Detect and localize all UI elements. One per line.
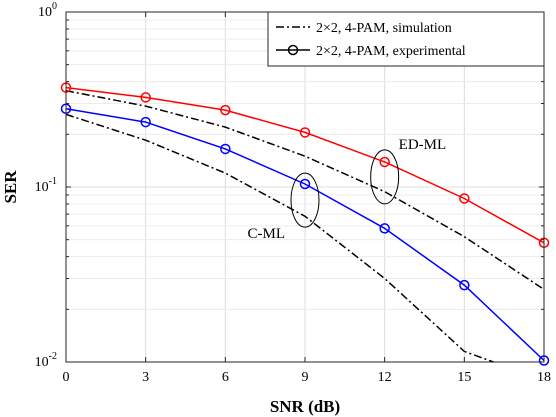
legend-label: 2×2, 4-PAM, experimental <box>316 44 466 59</box>
data-point <box>459 193 470 204</box>
y-axis-label: SER <box>1 170 20 204</box>
ticks: 0 3 6 9 12 15 18 100 10-1 10-2 <box>35 1 551 385</box>
x-tick-label: 12 <box>378 370 392 385</box>
c-ml-ellipse <box>290 172 320 228</box>
data-point <box>140 92 151 103</box>
y-tick-label: 10-2 <box>35 351 57 370</box>
legend-label: 2×2, 4-PAM, simulation <box>316 21 452 36</box>
ed-ml-ellipse <box>370 149 400 205</box>
series-line <box>65 86 545 244</box>
y-tick-label: 100 <box>38 1 57 20</box>
data-point <box>379 156 390 168</box>
data-point <box>299 127 311 138</box>
y-tick-label: 10-1 <box>35 176 57 195</box>
x-tick-label: 15 <box>457 370 471 385</box>
legend-box <box>267 11 545 67</box>
x-tick-label: 6 <box>222 370 229 385</box>
series-c-ml-simulation <box>65 113 494 363</box>
data-point <box>299 178 311 190</box>
series-layer <box>60 82 550 366</box>
data-point <box>140 116 151 128</box>
annotations: ED-ML C-ML <box>248 137 447 242</box>
c-ml-label: C-ML <box>248 226 286 242</box>
x-axis-label: SNR (dB) <box>270 397 340 416</box>
data-point <box>220 143 231 155</box>
x-tick-label: 9 <box>302 370 309 385</box>
legend-marker <box>287 44 299 56</box>
ed-ml-label: ED-ML <box>399 137 447 153</box>
series-line <box>65 89 545 291</box>
series-line <box>65 113 494 363</box>
data-point <box>220 104 231 116</box>
x-tick-label: 3 <box>142 370 149 385</box>
legend: 2×2, 4-PAM, simulation 2×2, 4-PAM, experi… <box>267 11 545 67</box>
x-tick-label: 0 <box>63 370 70 385</box>
series-ed-ml-simulation <box>65 89 545 291</box>
data-point <box>459 279 470 291</box>
series-line <box>65 107 545 362</box>
data-point <box>379 223 390 234</box>
x-tick-label: 18 <box>537 370 551 385</box>
